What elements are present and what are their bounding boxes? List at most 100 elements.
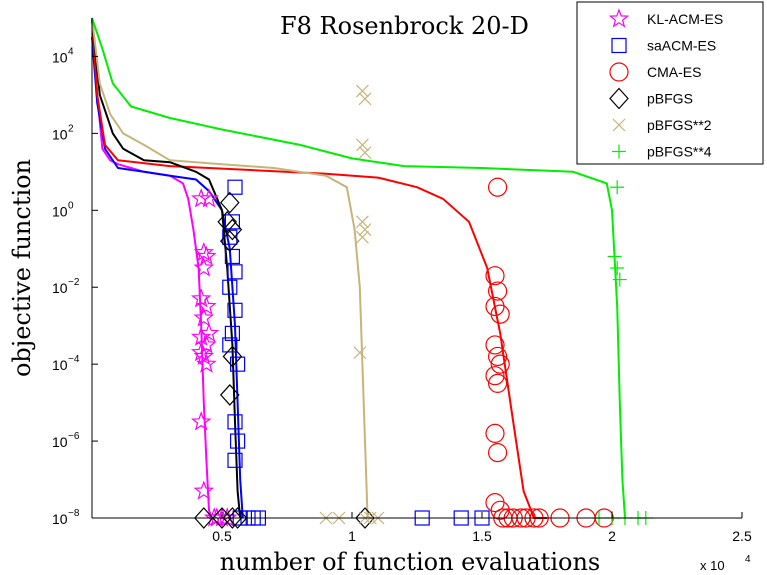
legend-item-pbfgs-4: pBFGS**4: [612, 144, 712, 160]
data-point-pbfgs: [217, 210, 238, 233]
legend-item-cma-es: CMA-ES: [609, 62, 701, 82]
data-point-pbfgs-4: [607, 249, 622, 264]
legend-label-kl-acm-es: KL-ACM-ES: [647, 11, 723, 27]
data-point-cma-es: [488, 346, 508, 367]
data-point-pbfgs: [219, 384, 240, 406]
data-point-pbfgs-2: [355, 84, 369, 98]
data-point-pbfgs-2: [353, 346, 367, 360]
x-ticks: 0.5 1 1.5 2 2.5: [212, 512, 752, 544]
x-tick-label: 2: [608, 528, 616, 544]
x-tick-label: 0.5: [212, 528, 232, 544]
y-tick-label: 10 −2: [52, 277, 80, 296]
data-point-pbfgs-2: [355, 230, 369, 244]
data-point-pbfgs-4: [612, 272, 627, 287]
x-multiplier: x 10 4: [700, 554, 751, 573]
data-point-pbfgs: [222, 507, 243, 529]
y-tick-label: 10 −8: [52, 508, 80, 527]
series-line-kl-acm-es: [91, 17, 213, 519]
data-point-saacm-es: [227, 452, 243, 468]
series-line-pbfgs-2: [91, 17, 369, 519]
y-tick-base: 10: [52, 280, 68, 296]
data-point-cma-es: [488, 177, 508, 197]
data-point-saacm-es: [230, 433, 246, 449]
y-tick-base: 10: [52, 357, 68, 373]
data-point-cma-es: [490, 304, 510, 324]
series-lines: [91, 17, 626, 519]
data-point-cma-es: [488, 443, 508, 463]
data-point-cma-es: [485, 266, 505, 286]
x-tick-label: 1.5: [472, 528, 492, 544]
data-point-saacm-es: [227, 179, 243, 195]
y-tick-base: 10: [52, 49, 68, 65]
legend-box: [576, 1, 764, 165]
legend-label-pbfgs-4: pBFGS**4: [647, 144, 712, 160]
data-point-saacm-es: [227, 302, 243, 318]
data-point-saacm-es: [227, 264, 243, 280]
legend-label-saacm-es: saACM-ES: [647, 38, 716, 54]
data-point-kl-acm-es: [190, 341, 212, 362]
legend-label-pbfgs: pBFGS: [647, 91, 693, 107]
legend-label-pbfgs-2: pBFGS**2: [647, 117, 712, 133]
data-point-cma-es: [488, 373, 508, 393]
legend-marker-pbfgs-2: [612, 118, 626, 132]
data-point-pbfgs: [222, 345, 243, 368]
data-point-saacm-es: [222, 279, 238, 295]
data-point-pbfgs: [222, 218, 243, 241]
data-point-kl-acm-es: [196, 334, 217, 354]
y-tick-label: 10 −4: [52, 354, 80, 373]
data-point-kl-acm-es: [190, 288, 212, 308]
data-point-pbfgs: [355, 507, 375, 529]
x-tick-label: 2.5: [732, 528, 752, 544]
y-tick-base: 10: [52, 434, 68, 450]
series-line-cma-es: [91, 17, 547, 519]
data-point-kl-acm-es: [193, 307, 215, 327]
y-tick-exponent: −6: [68, 431, 80, 442]
x-axis-label: number of function evaluations: [220, 548, 600, 575]
y-tick-base: 10: [52, 203, 68, 219]
data-point-saacm-es: [227, 414, 243, 430]
x-multiplier-base: x 10: [700, 558, 725, 573]
legend-item-kl-acm-es: KL-ACM-ES: [608, 8, 723, 28]
data-point-kl-acm-es: [196, 245, 217, 266]
data-point-saacm-es: [224, 214, 240, 230]
data-point-kl-acm-es: [190, 411, 212, 431]
y-tick-label: 10 2: [52, 123, 74, 142]
legend: KL-ACM-ES saACM-ES CMA-ES pBFGS pBFGS**2 pBFG…: [576, 1, 764, 165]
data-point-kl-acm-es: [190, 188, 212, 208]
chart-title: F8 Rosenbrock 20-D: [280, 12, 529, 40]
data-point-cma-es: [488, 281, 508, 301]
data-point-saacm-es: [224, 325, 240, 341]
data-point-pbfgs-2: [358, 92, 372, 106]
data-point-pbfgs: [227, 507, 248, 529]
y-tick-exponent: −2: [68, 277, 80, 288]
data-point-saacm-es: [224, 248, 240, 265]
data-point-cma-es: [485, 366, 505, 386]
data-point-pbfgs-2: [358, 223, 372, 236]
legend-label-cma-es: CMA-ES: [647, 64, 701, 80]
data-point-kl-acm-es: [198, 322, 220, 343]
legend-marker-saacm-es: [611, 37, 627, 54]
y-tick-label: 10 4: [52, 46, 74, 65]
legend-marker-kl-acm-es: [608, 8, 630, 28]
y-tick-base: 10: [52, 511, 68, 527]
series-line-saacm-es: [91, 37, 244, 519]
data-point-kl-acm-es: [193, 480, 215, 500]
series-line-pbfgs: [91, 17, 242, 519]
data-point-pbfgs-2: [355, 138, 369, 152]
data-point-kl-acm-es: [190, 326, 212, 346]
y-tick-exponent: 0: [68, 200, 74, 211]
data-point-kl-acm-es: [196, 353, 217, 373]
y-tick-exponent: −4: [68, 354, 80, 365]
y-tick-exponent: 4: [68, 46, 74, 57]
legend-item-pbfgs-2: pBFGS**2: [612, 117, 712, 133]
legend-item-pbfgs: pBFGS: [609, 87, 693, 110]
y-tick-label: 10 0: [52, 200, 74, 219]
legend-marker-pbfgs-4: [612, 144, 626, 159]
data-point-pbfgs-2: [358, 146, 372, 160]
data-point-pbfgs: [219, 230, 240, 252]
data-point-kl-acm-es: [193, 257, 215, 277]
x-tick-label: 1: [348, 528, 356, 544]
y-tick-exponent: 2: [68, 123, 74, 134]
data-point-cma-es: [485, 423, 505, 443]
